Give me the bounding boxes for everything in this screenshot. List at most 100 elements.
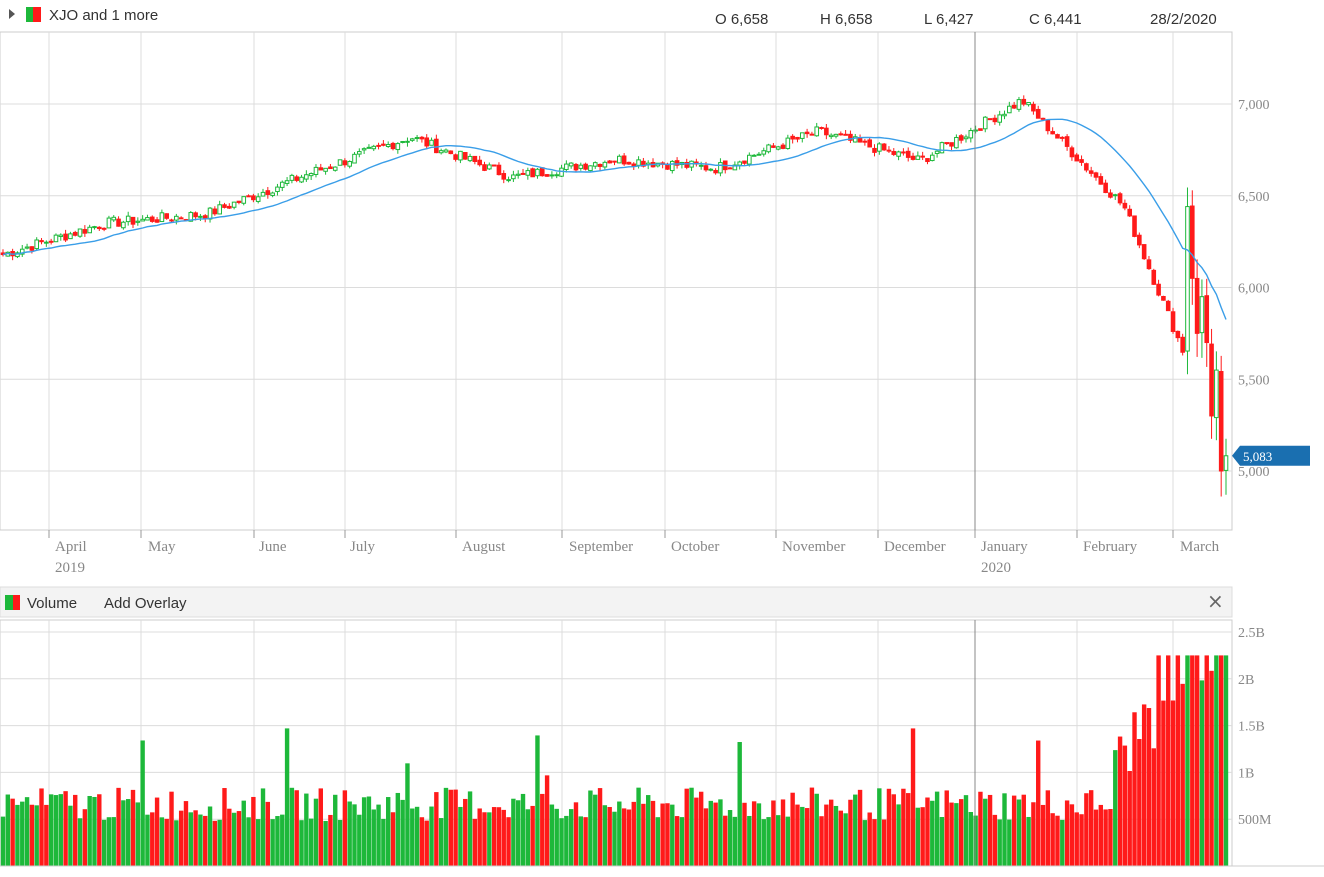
- volume-bar: [150, 812, 155, 866]
- volume-bar: [520, 793, 526, 866]
- volume-bar: [1223, 655, 1229, 866]
- chart-header: XJO and 1 more O 6,658 H 6,658 L 6,427 C…: [9, 7, 1217, 28]
- candle-body: [467, 155, 473, 162]
- volume-bar: [978, 791, 983, 866]
- volume-bar: [881, 819, 887, 866]
- candle-type-icon-up[interactable]: [26, 7, 33, 22]
- volume-bar: [1088, 790, 1094, 866]
- candle-body: [429, 139, 434, 146]
- volume-bar: [583, 817, 588, 866]
- candle-body: [1141, 244, 1147, 260]
- volume-bar: [593, 794, 598, 866]
- volume-bar: [0, 816, 6, 866]
- volume-bar: [318, 788, 323, 866]
- candle-body: [15, 252, 20, 258]
- volume-bar: [410, 808, 415, 866]
- price-grid: [0, 31, 1233, 538]
- candle-body: [602, 161, 608, 168]
- candle-body: [775, 146, 781, 150]
- volume-bar: [443, 787, 449, 866]
- volume-bar: [414, 806, 420, 866]
- volume-label[interactable]: Volume: [27, 595, 77, 612]
- candle-body: [1112, 194, 1118, 197]
- volume-bar: [901, 788, 906, 866]
- close-icon[interactable]: ×: [1207, 589, 1224, 613]
- volume-bar: [1209, 670, 1214, 866]
- candle-body: [236, 200, 242, 203]
- volume-bar: [487, 812, 492, 866]
- volume-bar: [275, 816, 280, 866]
- volume-bar: [530, 805, 535, 866]
- candle-body: [1137, 234, 1142, 246]
- candle-body: [409, 138, 415, 141]
- candle-body: [19, 248, 25, 255]
- candle-body: [443, 149, 449, 153]
- month-label: October: [671, 539, 719, 555]
- candle-body: [72, 231, 78, 236]
- volume-bar: [125, 799, 131, 866]
- symbol-label[interactable]: XJO and 1 more: [49, 7, 158, 24]
- volume-bar: [174, 820, 179, 866]
- volume-bar: [1113, 750, 1118, 866]
- volume-icon-down[interactable]: [13, 595, 20, 610]
- volume-bar: [564, 815, 569, 866]
- volume-bar: [381, 818, 386, 866]
- candle-body: [121, 221, 126, 229]
- price-tick-label: 6,000: [1238, 282, 1270, 297]
- volume-bar: [1117, 736, 1123, 866]
- candle-body: [573, 163, 579, 171]
- volume-icon-up[interactable]: [5, 595, 13, 610]
- candle-body: [174, 215, 179, 221]
- candle-body: [987, 118, 993, 121]
- candle-type-icon-down[interactable]: [33, 7, 41, 22]
- candle-body: [111, 216, 117, 221]
- candle-body: [756, 153, 762, 156]
- expand-caret-icon[interactable]: [9, 9, 15, 19]
- volume-bar: [954, 803, 959, 866]
- candle-body: [318, 167, 324, 171]
- candle-body: [535, 168, 540, 177]
- add-overlay-button[interactable]: Add Overlay: [104, 595, 187, 612]
- volume-bar: [544, 775, 550, 866]
- candle-body: [511, 174, 516, 180]
- volume-bar: [540, 793, 545, 866]
- candle-body: [809, 133, 815, 136]
- candle-body: [814, 126, 820, 137]
- candle-body: [1084, 163, 1089, 171]
- candle-body: [804, 131, 810, 135]
- candle-body: [848, 133, 853, 141]
- volume-bar: [39, 788, 44, 866]
- volume-bar: [785, 816, 791, 866]
- volume-bar: [506, 817, 511, 866]
- volume-bar: [1214, 655, 1219, 866]
- candle-body: [48, 240, 54, 243]
- volume-bar: [1194, 655, 1200, 866]
- price-y-axis: 5,000 5,500 6,000 6,500 7,000: [1238, 98, 1270, 480]
- volume-bar: [241, 800, 246, 866]
- volume-bar: [549, 804, 555, 866]
- candle-body: [997, 114, 1002, 123]
- volume-bar: [1050, 813, 1055, 866]
- volume-bar: [270, 819, 275, 866]
- volume-bar: [44, 804, 49, 866]
- candle-body: [881, 143, 887, 151]
- volume-bar: [1064, 800, 1070, 866]
- volume-bar: [708, 800, 713, 866]
- volume-bar: [323, 821, 328, 866]
- volume-bar: [1079, 814, 1084, 866]
- month-label: May: [148, 539, 176, 555]
- year-label: 2019: [55, 560, 85, 576]
- volume-bar: [361, 797, 367, 866]
- volume-bar: [588, 790, 593, 866]
- volume-bar: [1069, 804, 1075, 866]
- volume-bar: [280, 814, 285, 866]
- candle-body: [92, 226, 97, 229]
- volume-bar: [1108, 809, 1113, 866]
- volume-bar: [987, 794, 993, 866]
- volume-bar: [458, 806, 463, 866]
- candle-body: [482, 164, 487, 171]
- volume-bar: [727, 810, 733, 866]
- candle-body: [626, 161, 632, 165]
- candle-body: [1185, 206, 1190, 352]
